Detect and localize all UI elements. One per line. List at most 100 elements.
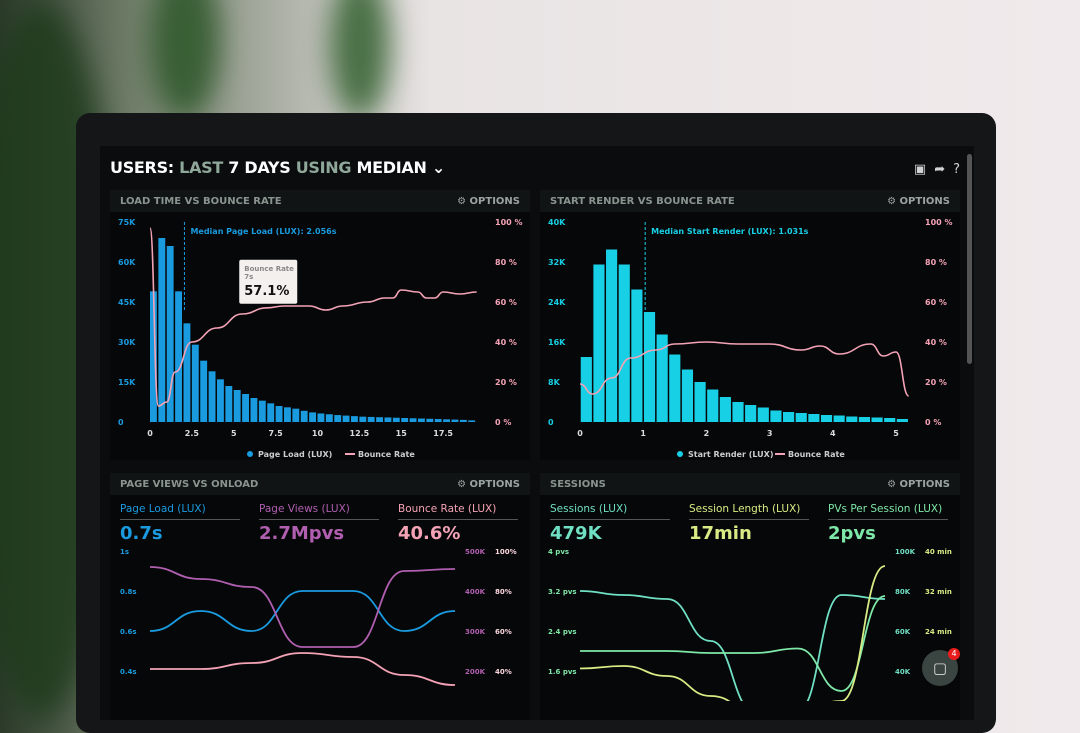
metric-2: PVs Per Session (LUX) 2pvs — [828, 503, 948, 544]
panel-title: START RENDER VS BOUNCE RATE — [550, 195, 735, 207]
y-tick-left: 45K — [118, 298, 136, 307]
bar — [606, 249, 618, 422]
y-tick-left: 30K — [118, 338, 136, 347]
options-label: OPTIONS — [899, 195, 950, 207]
panel-title: LOAD TIME VS BOUNCE RATE — [120, 195, 282, 207]
bar — [392, 417, 400, 422]
bar — [200, 360, 208, 422]
bar — [325, 414, 333, 422]
start-render-panel: START RENDER VS BOUNCE RATE ⚙ OPTIONS 0 8K… — [540, 190, 960, 460]
bar — [275, 406, 283, 422]
options-button[interactable]: ⚙ OPTIONS — [457, 195, 520, 207]
panel-title: PAGE VIEWS VS ONLOAD — [120, 478, 259, 490]
series-line — [580, 595, 886, 692]
bar — [694, 382, 706, 422]
tooltip-label: Bounce Rate — [244, 265, 294, 273]
options-button[interactable]: ⚙ OPTIONS — [887, 478, 950, 490]
tooltip-value: 57.1% — [244, 284, 289, 299]
metric-0: Page Load (LUX) 0.7s — [120, 503, 240, 544]
bar — [871, 417, 883, 422]
y-tick-left: 0.4s — [120, 668, 137, 676]
bar — [250, 398, 258, 422]
bar — [643, 312, 656, 422]
y-tick-left: 32K — [548, 258, 566, 267]
legend-label: Bounce Rate — [358, 450, 415, 459]
y-tick-right2: 60% — [495, 628, 512, 636]
bar — [593, 264, 605, 422]
y-tick-right: 60 % — [925, 298, 947, 307]
bar — [656, 334, 668, 422]
bar — [770, 410, 782, 422]
y-tick-right: 40 % — [925, 338, 947, 347]
bar — [367, 416, 375, 422]
metric-value: 0.7s — [120, 523, 163, 544]
y-tick-left: 0 — [118, 418, 124, 427]
series-line — [579, 565, 886, 701]
bar — [175, 291, 182, 422]
y-tick-left: 75K — [118, 218, 136, 227]
y-tick-left: 40K — [548, 218, 566, 227]
bar — [208, 371, 216, 422]
legend-label: Page Load (LUX) — [258, 450, 332, 459]
x-tick: 10 — [312, 429, 324, 438]
x-tick: 2.5 — [185, 429, 200, 438]
chat-icon: ▢ — [932, 659, 948, 677]
chevron-down-icon[interactable]: ⌄ — [431, 158, 445, 177]
bar — [459, 419, 467, 422]
page-views-panel: PAGE VIEWS VS ONLOAD ⚙ OPTIONS Page Load … — [110, 473, 530, 720]
x-tick: 3 — [767, 429, 773, 438]
bar — [443, 419, 450, 422]
monitor-icon[interactable]: ▣ — [913, 162, 927, 177]
legend-dot — [247, 451, 253, 457]
y-tick-right: 60K — [895, 628, 911, 636]
y-tick-right2: 32 min — [925, 588, 952, 596]
bar — [359, 416, 367, 422]
bar — [191, 344, 199, 422]
bar — [233, 390, 241, 422]
metric-value: 17min — [689, 523, 752, 544]
x-tick: 5 — [893, 429, 899, 438]
bar — [242, 394, 249, 422]
metric-value: 2.7Mpvs — [259, 523, 345, 544]
y-tick-right2: 40% — [495, 668, 512, 676]
metric-label: PVs Per Session (LUX) — [828, 503, 948, 520]
scrollbar[interactable] — [967, 154, 972, 364]
title-last: LAST — [179, 158, 223, 177]
load-time-panel: LOAD TIME VS BOUNCE RATE ⚙ OPTIONS 0 15K 30… — [110, 190, 530, 460]
y-tick-left: 3.2 pvs — [548, 588, 577, 596]
y-tick-right: 500K — [465, 548, 486, 556]
bar — [896, 419, 908, 422]
y-tick-right: 200K — [465, 668, 486, 676]
help-icon[interactable]: ? — [953, 162, 960, 177]
bar — [820, 415, 833, 422]
x-tick: 7.5 — [269, 429, 284, 438]
x-tick: 15 — [396, 429, 408, 438]
load-time-chart: 0 15K 30K 45K 60K 75K 0 % 20 % 40 % 60 % 80 % 100 %… — [118, 218, 523, 459]
share-icon[interactable]: ➦ — [934, 162, 946, 177]
options-button[interactable]: ⚙ OPTIONS — [887, 195, 950, 207]
y-tick-right: 80K — [895, 588, 911, 596]
legend-label: Start Render (LUX) — [688, 450, 774, 459]
bar — [451, 419, 459, 422]
y-tick-left: 0.8s — [120, 588, 137, 596]
bar — [434, 419, 442, 422]
bar — [166, 246, 174, 422]
start-render-chart: 0 8K 16K 24K 32K 40K 0 % 20 % 40 % 60 % 80 % 100 % 0… — [548, 218, 953, 459]
options-button[interactable]: ⚙ OPTIONS — [457, 478, 520, 490]
median-annotation: Median Start Render (LUX): 1.031s — [651, 227, 809, 236]
y-tick-right: 80 % — [925, 258, 947, 267]
metric-value: 479K — [550, 523, 602, 544]
bar — [351, 416, 358, 422]
y-tick-right: 40 % — [495, 338, 517, 347]
bar — [183, 323, 191, 422]
y-tick-left: 16K — [548, 338, 566, 347]
title-users: USERS: — [110, 158, 174, 177]
options-label: OPTIONS — [469, 478, 520, 490]
title-days: 7 DAYS — [228, 158, 291, 177]
median-annotation: Median Page Load (LUX): 2.056s — [190, 227, 336, 236]
bar — [631, 289, 643, 422]
bar — [732, 402, 744, 422]
bar — [858, 417, 871, 422]
series-line — [579, 590, 886, 701]
page-title[interactable]: USERS: LAST 7 DAYS USING MEDIAN ⌄ — [110, 158, 445, 177]
